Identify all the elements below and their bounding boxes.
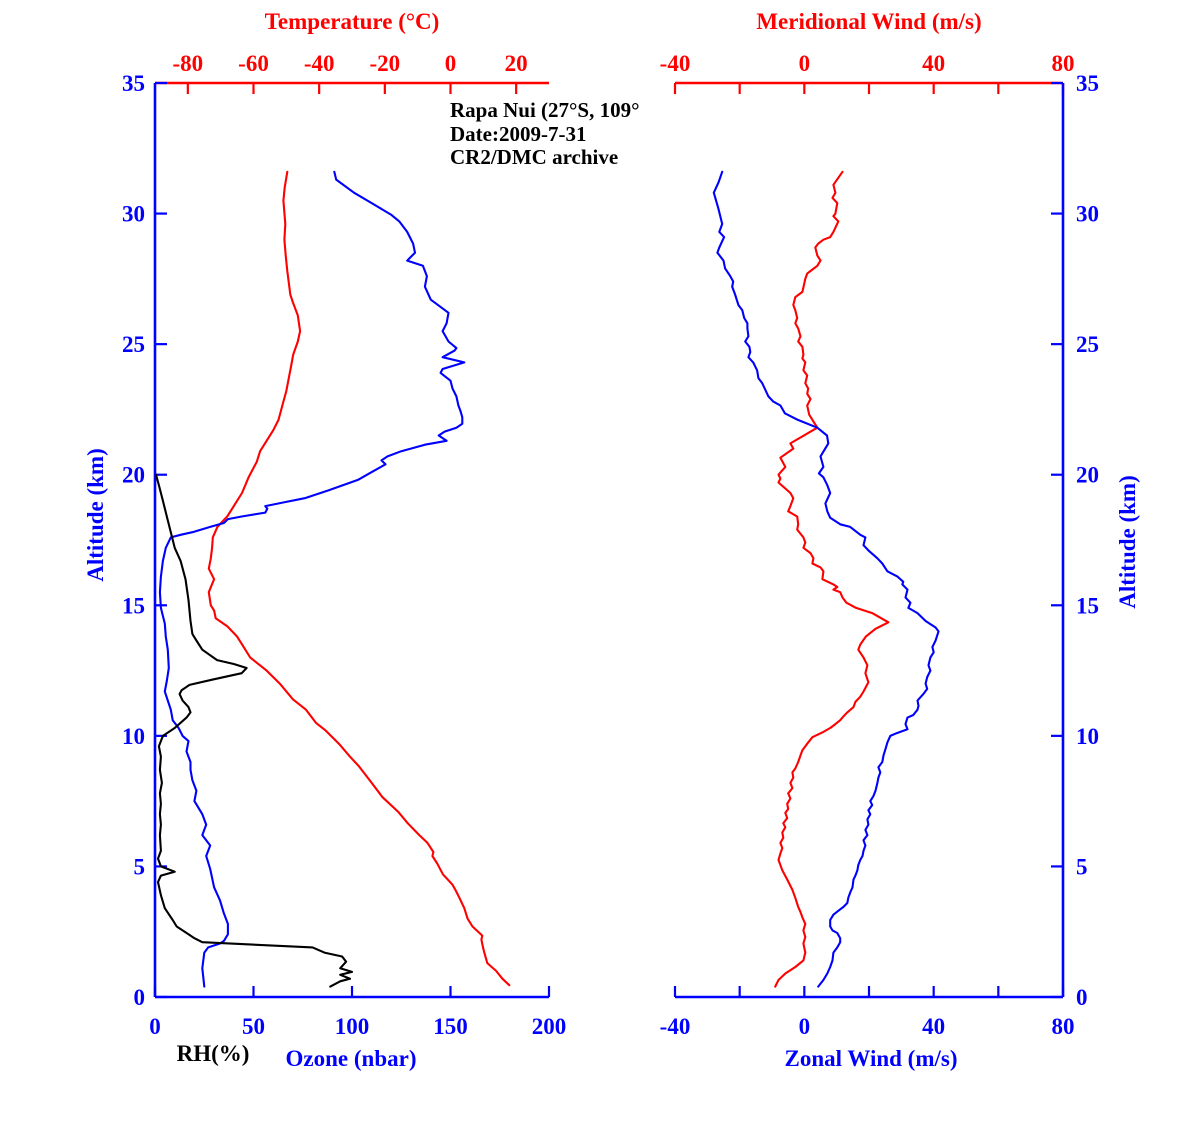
- altitude-tick-label-right: 30: [1076, 202, 1099, 227]
- zonal-wind-tick-label: -40: [660, 1014, 691, 1039]
- station-annotation: Rapa Nui (27°S, 109° Date:2009-7-31 CR2/…: [450, 98, 640, 170]
- altitude-tick-label-left: 25: [122, 332, 145, 357]
- altitude-tick-label-left: 0: [134, 985, 146, 1010]
- altitude-tick-label-left: 35: [122, 71, 145, 96]
- meridional-wind-tick-label: 40: [922, 51, 945, 76]
- ozone-curve: [158, 170, 466, 988]
- temperature-tick-label: -80: [172, 51, 203, 76]
- altitude-tick-label-right: 20: [1076, 463, 1099, 488]
- zonal-wind-axis-title: Zonal Wind (m/s): [784, 1046, 958, 1071]
- ozone-tick-label: 50: [242, 1014, 265, 1039]
- temperature-tick-label: -60: [238, 51, 269, 76]
- meridional-wind-tick-label: 0: [799, 51, 811, 76]
- temperature-tick-label: -40: [304, 51, 335, 76]
- altitude-tick-label-right: 5: [1076, 854, 1088, 879]
- date-text: Date:2009-7-31: [450, 121, 587, 146]
- altitude-axis-title-right: Altitude (km): [1115, 475, 1140, 609]
- altitude-tick-label-right: 25: [1076, 332, 1099, 357]
- zonal-wind-tick-label: 0: [799, 1014, 811, 1039]
- altitude-axis-title-left: Altitude (km): [83, 448, 108, 582]
- altitude-tick-label-left: 15: [122, 593, 145, 618]
- altitude-tick-label-right: 10: [1076, 724, 1099, 749]
- altitude-tick-label-left: 10: [122, 724, 145, 749]
- rh-axis-label: RH(%): [176, 1041, 250, 1066]
- zonal-wind-curve: [712, 170, 940, 988]
- ozone-tick-label: 0: [149, 1014, 161, 1039]
- zonal-wind-tick-label: 40: [922, 1014, 945, 1039]
- archive-text: CR2/DMC archive: [450, 145, 619, 169]
- zonal-wind-tick-label: 80: [1052, 1014, 1075, 1039]
- relative-humidity-curve: [154, 473, 354, 988]
- ozone-tick-label: 150: [433, 1014, 468, 1039]
- station-name-text: Rapa Nui (27°S, 109°: [450, 98, 640, 122]
- ozone-tick-label: 100: [335, 1014, 370, 1039]
- altitude-tick-label-right: 0: [1076, 985, 1088, 1010]
- altitude-tick-label-right: 15: [1076, 593, 1099, 618]
- altitude-tick-label-left: 30: [122, 202, 145, 227]
- altitude-tick-label-left: 20: [122, 463, 145, 488]
- temperature-tick-label: 20: [505, 51, 528, 76]
- ozone-tick-label: 200: [532, 1014, 567, 1039]
- meridional-wind-tick-label: -40: [660, 51, 691, 76]
- ozone-axis-title: Ozone (nbar): [285, 1046, 417, 1071]
- altitude-tick-label-left: 5: [134, 854, 146, 879]
- temperature-tick-label: -20: [369, 51, 400, 76]
- temperature-axis-title: Temperature (°C): [264, 9, 440, 34]
- meridional-wind-axis-title: Meridional Wind (m/s): [756, 9, 982, 34]
- meridional-wind-curve: [774, 170, 890, 988]
- temperature-curve: [207, 170, 511, 987]
- temperature-tick-label: 0: [445, 51, 457, 76]
- meridional-wind-tick-label: 80: [1052, 51, 1075, 76]
- altitude-tick-label-right: 35: [1076, 71, 1099, 96]
